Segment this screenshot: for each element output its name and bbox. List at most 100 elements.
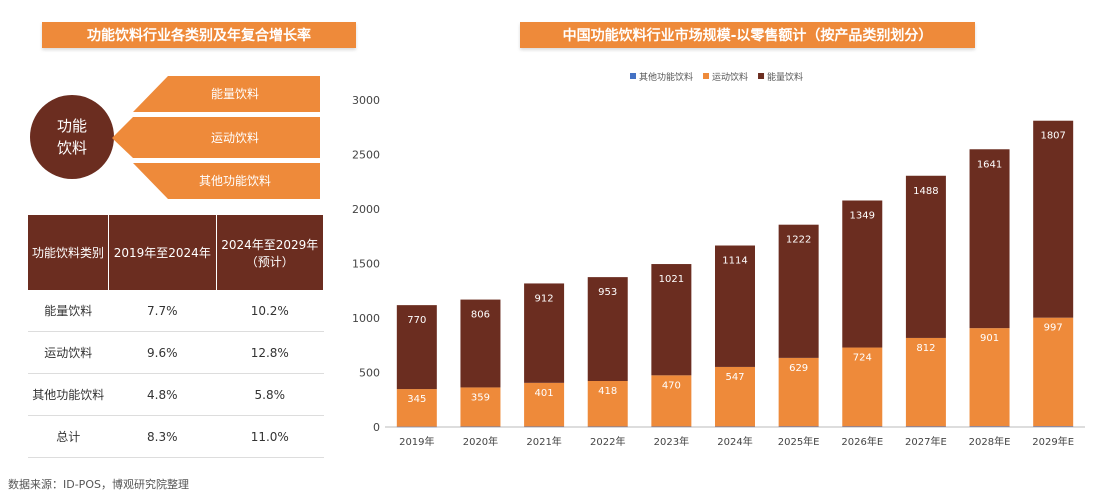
branch-shape-sports bbox=[112, 117, 320, 158]
x-tick-label: 2025年E bbox=[778, 435, 820, 448]
x-tick-label: 2027年E bbox=[905, 435, 947, 448]
bar-segment bbox=[905, 337, 946, 427]
bar-segment bbox=[651, 375, 692, 427]
bar-segment bbox=[969, 426, 1010, 427]
data-label: 418 bbox=[598, 386, 617, 397]
data-label: 806 bbox=[471, 310, 490, 321]
cagr-table: 功能饮料类别 2019年至2024年 2024年至2029年 （预计） 能量饮料 7… bbox=[28, 215, 325, 458]
y-tick-label: 2500 bbox=[352, 149, 380, 162]
bar-segment bbox=[396, 389, 437, 427]
bar-segment bbox=[524, 426, 565, 428]
bar-segment bbox=[905, 426, 946, 427]
bar-segment bbox=[396, 426, 437, 428]
table-row: 其他功能饮料 4.8% 5.8% bbox=[28, 373, 324, 416]
cell: 8.3% bbox=[108, 415, 217, 458]
branch-label: 其他功能饮料 bbox=[199, 174, 271, 188]
bar-segment bbox=[1033, 120, 1074, 318]
data-label: 953 bbox=[598, 287, 617, 298]
bar-segment bbox=[460, 299, 501, 388]
x-tick-label: 2028年E bbox=[969, 435, 1011, 448]
header-line: （预计） bbox=[245, 254, 294, 269]
legend-swatch bbox=[630, 73, 636, 79]
cell: 9.6% bbox=[108, 331, 217, 374]
header-cell: 2019年至2024年 bbox=[108, 215, 217, 290]
branch-label: 能量饮料 bbox=[211, 87, 259, 101]
legend-label: 能量饮料 bbox=[767, 71, 803, 83]
cell: 12.8% bbox=[216, 331, 324, 374]
bar-segment bbox=[651, 264, 692, 376]
bar-segment bbox=[715, 426, 755, 428]
bar-segment bbox=[778, 426, 819, 427]
header-cell: 2024年至2029年 （预计） bbox=[216, 215, 325, 290]
branch-shape-energy bbox=[133, 76, 320, 112]
x-tick-label: 2024年 bbox=[717, 435, 752, 448]
bar-segment bbox=[396, 305, 437, 390]
y-tick-label: 1000 bbox=[352, 312, 380, 325]
y-tick-label: 500 bbox=[359, 367, 380, 380]
table-row: 运动饮料 9.6% 12.8% bbox=[28, 331, 324, 374]
x-tick-label: 2022年 bbox=[590, 435, 625, 448]
bar-segment bbox=[969, 149, 1010, 329]
cell: 总计 bbox=[28, 415, 109, 458]
data-label: 359 bbox=[471, 392, 490, 403]
market-size-chart: 050010001500200025003000其他功能饮料运动饮料能量饮料33… bbox=[352, 71, 1085, 448]
bar-segment bbox=[842, 347, 883, 427]
bar-segment bbox=[524, 283, 565, 383]
data-label: 470 bbox=[662, 380, 681, 391]
data-label: 770 bbox=[407, 315, 426, 326]
cell: 5.8% bbox=[216, 373, 324, 416]
cell: 其他功能饮料 bbox=[28, 373, 109, 416]
x-tick-label: 2021年 bbox=[526, 435, 561, 448]
data-label: 901 bbox=[980, 333, 999, 344]
cell: 7.7% bbox=[108, 290, 217, 332]
data-label: 1807 bbox=[1040, 131, 1065, 142]
y-tick-label: 2000 bbox=[352, 203, 380, 216]
table-row: 总计 8.3% 11.0% bbox=[28, 415, 324, 458]
cell: 10.2% bbox=[216, 290, 324, 332]
data-label: 1641 bbox=[977, 159, 1002, 170]
category-diagram: 功能 饮料 能量饮料 运动饮料 其他功能饮料 bbox=[30, 76, 320, 199]
cell: 4.8% bbox=[108, 373, 217, 416]
bar-segment bbox=[778, 357, 819, 427]
center-circle bbox=[30, 95, 114, 179]
legend-swatch bbox=[758, 73, 765, 79]
x-tick-label: 2029年E bbox=[1032, 435, 1074, 448]
bar-segment bbox=[715, 366, 755, 427]
x-tick-label: 2023年 bbox=[654, 435, 689, 448]
data-label: 401 bbox=[535, 388, 554, 399]
bar-segment bbox=[969, 328, 1010, 427]
branch-shape-other bbox=[133, 163, 320, 199]
bar-segment bbox=[842, 426, 883, 427]
data-label: 724 bbox=[853, 353, 872, 364]
bar-segment bbox=[460, 426, 501, 428]
bar-segment bbox=[460, 387, 501, 427]
y-tick-label: 3000 bbox=[352, 94, 380, 107]
bar-segment bbox=[842, 200, 883, 348]
center-label-1: 功能 bbox=[57, 117, 87, 135]
data-label: 1114 bbox=[722, 256, 747, 267]
data-label: 912 bbox=[535, 293, 554, 304]
data-label: 1349 bbox=[850, 210, 875, 221]
cell: 运动饮料 bbox=[28, 331, 109, 374]
chart-title: 中国功能饮料行业市场规模-以零售额计（按产品类别划分） bbox=[520, 22, 975, 48]
y-tick-label: 0 bbox=[373, 421, 380, 434]
x-tick-label: 2019年 bbox=[399, 435, 434, 448]
bar-segment bbox=[715, 245, 755, 367]
bar-segment bbox=[524, 382, 565, 427]
bar-segment bbox=[1033, 317, 1074, 427]
header-line: 2024年至2029年 bbox=[221, 237, 319, 252]
branch-label: 运动饮料 bbox=[211, 131, 259, 145]
bar-segment bbox=[587, 381, 628, 427]
data-label: 997 bbox=[1044, 323, 1063, 334]
data-label: 1222 bbox=[786, 235, 811, 246]
header-cell: 功能饮料类别 bbox=[28, 215, 110, 290]
data-label: 629 bbox=[789, 363, 808, 374]
bar-segment bbox=[778, 224, 819, 358]
x-tick-label: 2020年 bbox=[463, 435, 498, 448]
table-header-row: 功能饮料类别 2019年至2024年 2024年至2029年 （预计） bbox=[28, 215, 325, 290]
data-label: 345 bbox=[407, 394, 426, 405]
data-label: 812 bbox=[916, 343, 935, 354]
bar-segment bbox=[905, 175, 946, 338]
bar-segment bbox=[651, 426, 692, 428]
cell: 能量饮料 bbox=[28, 290, 109, 332]
